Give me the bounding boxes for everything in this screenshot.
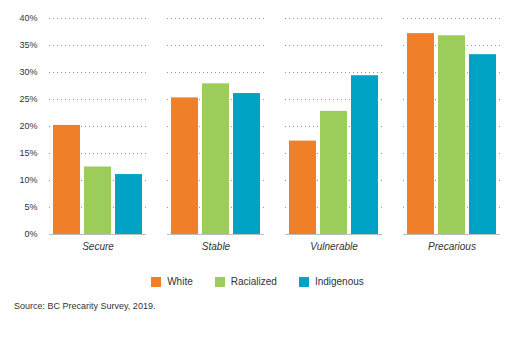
html-text:Racialized: Racialized — [230, 276, 277, 287]
html-text:Source: BC Precarity Survey, 2: Source: BC Precarity Survey, 2019. — [14, 301, 156, 311]
svg-text:Precarious: Precarious — [428, 241, 476, 252]
html-text:White: White — [167, 276, 193, 287]
svg-text:20%: 20% — [19, 121, 37, 131]
svg-text:40%: 40% — [19, 13, 37, 23]
html-text:Indigenous: Indigenous — [314, 276, 364, 287]
svg-text:25%: 25% — [19, 94, 37, 104]
svg-text:15%: 15% — [19, 148, 37, 158]
svg-text:Stable: Stable — [202, 241, 231, 252]
svg-text:10%: 10% — [19, 175, 37, 185]
svg-text:Secure: Secure — [82, 241, 114, 252]
svg-text:0%: 0% — [24, 229, 37, 239]
svg-text:30%: 30% — [19, 67, 37, 77]
svg-text:Vulnerable: Vulnerable — [310, 241, 358, 252]
svg-text:5%: 5% — [24, 202, 37, 212]
svg-text:35%: 35% — [19, 40, 37, 50]
